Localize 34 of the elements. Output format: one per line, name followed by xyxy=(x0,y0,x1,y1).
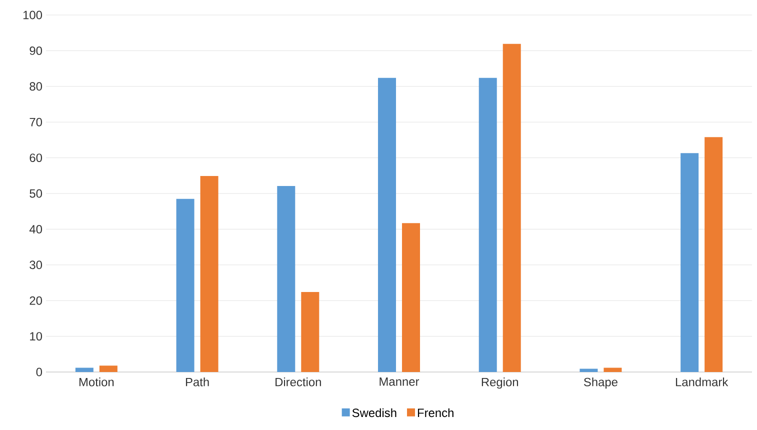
y-tick-label: 20 xyxy=(30,296,42,305)
x-tick-label: Shape xyxy=(584,378,618,389)
x-tick-label: Manner xyxy=(380,378,420,386)
bar xyxy=(378,78,396,372)
y-tick-label: 70 xyxy=(30,118,42,126)
bar xyxy=(402,223,420,372)
bar xyxy=(478,78,497,372)
x-tick-label: Direction xyxy=(276,378,321,386)
x-tick-label: Region xyxy=(482,378,518,389)
bar xyxy=(680,153,699,372)
bar xyxy=(176,198,194,372)
x-tick-label: Landmark xyxy=(676,378,728,386)
y-tick-label: 90 xyxy=(30,46,42,55)
bar xyxy=(704,137,723,372)
bar xyxy=(301,292,320,372)
legend-label: French xyxy=(418,408,454,418)
y-tick-label: 50 xyxy=(30,189,42,198)
y-tick-label: 10 xyxy=(30,332,42,341)
bar xyxy=(277,186,296,372)
bar xyxy=(604,368,622,372)
y-tick-label: 60 xyxy=(30,154,42,162)
bar xyxy=(502,44,521,372)
legend-label: Swedish xyxy=(352,408,396,418)
bar xyxy=(75,368,94,372)
y-tick-label: 100 xyxy=(23,10,42,20)
y-tick-label: 80 xyxy=(30,82,42,91)
x-tick-label: Motion xyxy=(79,378,114,386)
bar xyxy=(580,368,598,372)
y-tick-label: 40 xyxy=(29,224,42,234)
bar xyxy=(99,366,118,372)
x-tick-label: Path xyxy=(186,378,209,386)
y-tick-label: 30 xyxy=(30,260,42,270)
bar xyxy=(200,176,218,372)
y-tick-label: 0 xyxy=(36,368,42,376)
